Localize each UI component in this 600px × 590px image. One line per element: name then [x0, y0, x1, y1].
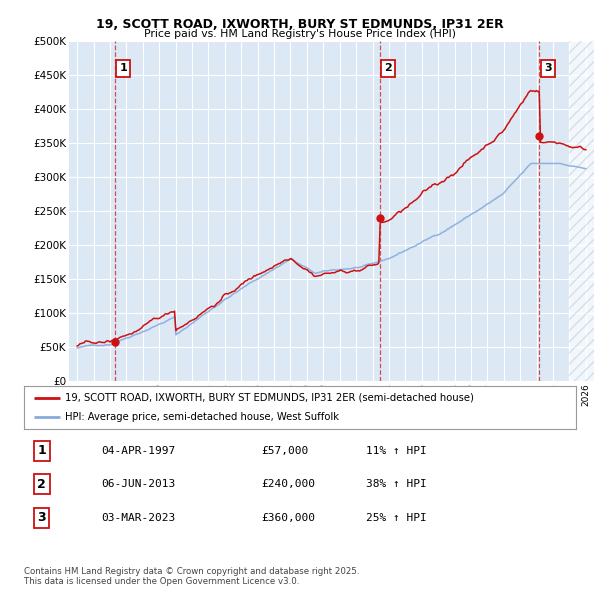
Text: £360,000: £360,000: [262, 513, 316, 523]
Text: 1: 1: [119, 64, 127, 73]
Text: 03-MAR-2023: 03-MAR-2023: [101, 513, 176, 523]
Text: 19, SCOTT ROAD, IXWORTH, BURY ST EDMUNDS, IP31 2ER (semi-detached house): 19, SCOTT ROAD, IXWORTH, BURY ST EDMUNDS…: [65, 393, 474, 403]
Text: 2: 2: [385, 64, 392, 73]
Text: 2: 2: [37, 478, 46, 491]
Text: 19, SCOTT ROAD, IXWORTH, BURY ST EDMUNDS, IP31 2ER: 19, SCOTT ROAD, IXWORTH, BURY ST EDMUNDS…: [96, 18, 504, 31]
Text: 04-APR-1997: 04-APR-1997: [101, 445, 176, 455]
Text: 1: 1: [37, 444, 46, 457]
Text: £57,000: £57,000: [262, 445, 308, 455]
Text: 38% ↑ HPI: 38% ↑ HPI: [366, 479, 427, 489]
Text: 25% ↑ HPI: 25% ↑ HPI: [366, 513, 427, 523]
Text: HPI: Average price, semi-detached house, West Suffolk: HPI: Average price, semi-detached house,…: [65, 412, 340, 422]
Text: £240,000: £240,000: [262, 479, 316, 489]
Text: Contains HM Land Registry data © Crown copyright and database right 2025.
This d: Contains HM Land Registry data © Crown c…: [24, 567, 359, 586]
Text: 06-JUN-2013: 06-JUN-2013: [101, 479, 176, 489]
Text: Price paid vs. HM Land Registry's House Price Index (HPI): Price paid vs. HM Land Registry's House …: [144, 29, 456, 39]
Text: 11% ↑ HPI: 11% ↑ HPI: [366, 445, 427, 455]
Text: 3: 3: [37, 512, 46, 525]
Bar: [569, 41, 594, 381]
Text: 3: 3: [544, 64, 552, 73]
